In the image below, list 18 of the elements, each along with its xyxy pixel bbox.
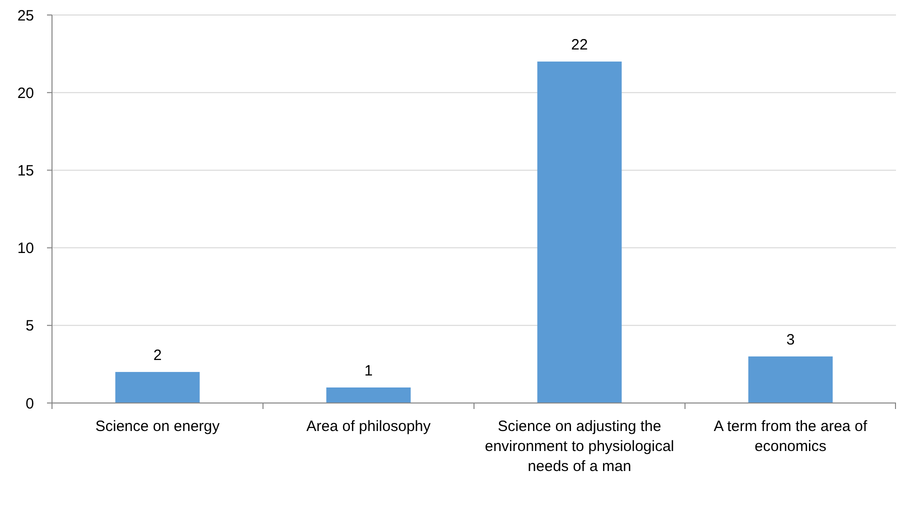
- bar: [748, 356, 833, 403]
- bar: [115, 372, 200, 403]
- bar: [326, 387, 411, 403]
- x-tick-label: A term from the area of economics: [714, 418, 868, 455]
- y-tick-label: 20: [17, 84, 34, 102]
- data-label: 2: [153, 346, 162, 364]
- data-label: 22: [571, 36, 588, 54]
- y-tick-label: 10: [17, 240, 34, 258]
- y-tick-label: 25: [17, 7, 34, 24]
- x-tick-label: Area of philosophy: [306, 418, 432, 435]
- y-tick-label: 15: [17, 162, 34, 180]
- data-label: 3: [786, 331, 795, 348]
- x-tick-label: Science on energy: [95, 418, 220, 435]
- y-tick-label: 0: [26, 395, 34, 412]
- x-tick-label: Science on adjusting the environment to physiological needs of a man: [484, 418, 674, 475]
- y-tick-label: 5: [26, 318, 34, 335]
- bar: [537, 62, 622, 403]
- data-label: 1: [364, 362, 373, 380]
